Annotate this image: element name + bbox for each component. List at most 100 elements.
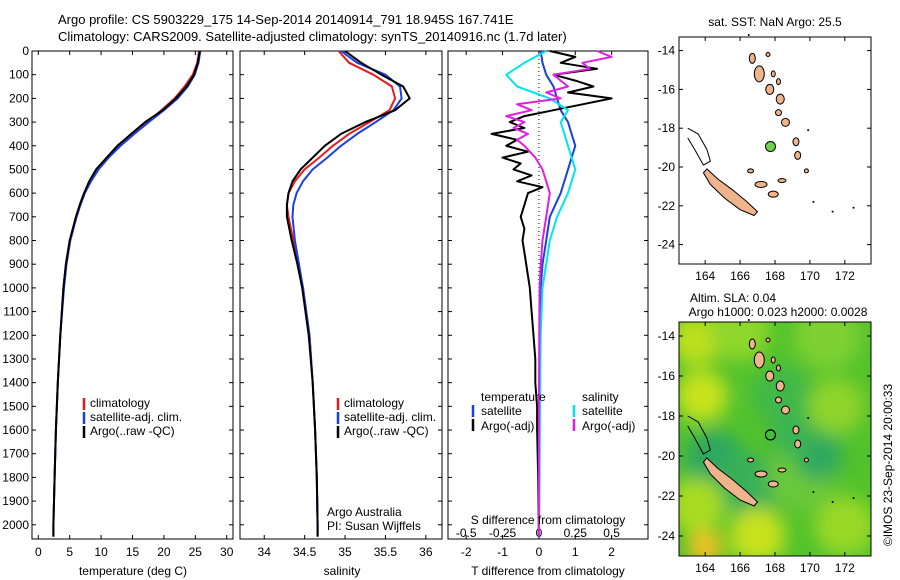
x-tick-label: 36 bbox=[419, 545, 433, 559]
x-tick-label: 10 bbox=[94, 545, 108, 559]
x-tick-label: -1 bbox=[497, 545, 508, 559]
series-line-2 bbox=[285, 50, 411, 537]
s-tick-label: 0.25 bbox=[564, 526, 588, 540]
annotation-pi: PI: Susan Wijffels bbox=[327, 519, 421, 533]
x-tick-label: 35 bbox=[338, 545, 352, 559]
y-tick-label: 0 bbox=[22, 44, 29, 58]
x-tick-label: 25 bbox=[189, 545, 203, 559]
y-tick-label: 100 bbox=[9, 68, 29, 82]
map-y-tick-label: -18 bbox=[658, 409, 676, 423]
sla-blob bbox=[679, 370, 728, 422]
plot-frame bbox=[447, 50, 649, 540]
sla-field bbox=[679, 322, 871, 556]
legend-climatology: climatology bbox=[90, 396, 150, 410]
sla-blob bbox=[808, 378, 865, 434]
map-y-tick-label: -20 bbox=[658, 160, 676, 174]
s-tick-label: -0.5 bbox=[456, 526, 477, 540]
vanuatu-island bbox=[765, 83, 775, 95]
argo-position-marker bbox=[764, 429, 777, 441]
x-tick-label: 35.5 bbox=[374, 545, 398, 559]
imos-side-label: ©IMOS 23-Sep-2014 20:00:33 bbox=[881, 384, 895, 547]
x-tick-label: 30 bbox=[220, 545, 234, 559]
legend-salinity-title: salinity bbox=[582, 390, 619, 404]
map-y-tick-label: -14 bbox=[658, 44, 676, 58]
sla-blob bbox=[679, 478, 725, 534]
legend-t-satellite: satellite bbox=[481, 404, 522, 418]
y-tick-label: 1100 bbox=[3, 305, 29, 319]
map-x-tick-label: 164 bbox=[695, 269, 715, 283]
x-tick-label: 2 bbox=[608, 545, 615, 559]
sla-map-title-1: Altim. SLA: 0.04 bbox=[690, 291, 776, 305]
map-x-tick-label: 172 bbox=[835, 561, 855, 575]
vanuatu-island bbox=[753, 351, 765, 369]
vanuatu-island bbox=[775, 364, 781, 372]
s-difference-label: S difference from climatology bbox=[471, 513, 626, 527]
map-x-tick-label: 164 bbox=[695, 561, 715, 575]
legend-argo: Argo(..raw -QC) bbox=[344, 424, 429, 438]
vanuatu-island bbox=[775, 380, 785, 392]
vanuatu-island bbox=[774, 109, 782, 117]
legend-climatology: climatology bbox=[344, 396, 404, 410]
legend-s-satellite: satellite bbox=[582, 404, 623, 418]
reef-outline bbox=[687, 415, 711, 455]
loyalty-island bbox=[747, 457, 755, 463]
islet bbox=[807, 417, 810, 419]
map-y-tick-label: -16 bbox=[658, 369, 676, 383]
legend-temperature-title: temperature bbox=[481, 390, 546, 404]
vanuatu-island bbox=[765, 51, 771, 57]
loyalty-island bbox=[777, 467, 787, 473]
y-tick-label: 1000 bbox=[2, 281, 29, 295]
annotation-argo-australia: Argo Australia bbox=[327, 505, 402, 519]
vanuatu-island bbox=[803, 168, 809, 174]
loyalty-island bbox=[747, 168, 755, 174]
vanuatu-island bbox=[770, 70, 776, 78]
y-tick-label: 600 bbox=[9, 186, 29, 200]
y-tick-label: 1200 bbox=[2, 328, 29, 342]
map-y-tick-label: -24 bbox=[658, 529, 676, 543]
sla-blob bbox=[710, 322, 771, 362]
y-tick-label: 800 bbox=[9, 234, 29, 248]
islet bbox=[831, 501, 834, 503]
y-tick-label: 1300 bbox=[2, 352, 29, 366]
map-x-tick-label: 166 bbox=[730, 561, 750, 575]
vanuatu-island bbox=[765, 337, 771, 343]
loyalty-island bbox=[767, 190, 779, 198]
map-y-tick-label: -16 bbox=[658, 82, 676, 96]
vanuatu-island bbox=[792, 425, 800, 435]
sst-map: 164 166 168 170 172 -14 -16 -18 -20 -22 -24 bbox=[658, 34, 872, 283]
series-line-2 bbox=[52, 50, 201, 537]
series-line-1 bbox=[490, 50, 613, 537]
vanuatu-island bbox=[775, 93, 785, 105]
vanuatu-island bbox=[780, 117, 790, 127]
loyalty-island bbox=[777, 178, 787, 184]
new-caledonia-land bbox=[702, 457, 759, 507]
y-tick-label: 300 bbox=[9, 115, 29, 129]
y-tick-label: 200 bbox=[9, 91, 29, 105]
series-line-2 bbox=[505, 50, 577, 537]
y-tick-label: 1900 bbox=[2, 494, 29, 508]
y-tick-label: 2000 bbox=[2, 518, 29, 532]
legend-satellite-adj: satellite-adj. clim. bbox=[90, 410, 182, 424]
difference-panel: -2 -1 0 1 2-0.5 -0.25 0 0.25 0.5 bbox=[447, 50, 649, 559]
loyalty-island bbox=[754, 470, 768, 478]
legend-s-argo: Argo(-adj) bbox=[582, 419, 635, 433]
x-tick-label: 34.5 bbox=[293, 545, 317, 559]
vanuatu-island bbox=[792, 137, 800, 147]
y-tick-label: 900 bbox=[9, 257, 29, 271]
islet bbox=[812, 200, 815, 203]
legend-satellite-adj: satellite-adj. clim. bbox=[344, 410, 436, 424]
sla-blob bbox=[729, 508, 786, 556]
y-tick-label: 1700 bbox=[2, 447, 29, 461]
islet bbox=[747, 319, 750, 321]
reef-outline bbox=[687, 127, 711, 166]
map-y-tick-label: -20 bbox=[658, 449, 676, 463]
sla-blob bbox=[814, 496, 871, 556]
legend-t-argo: Argo(-adj) bbox=[481, 419, 534, 433]
sla-blob bbox=[687, 530, 724, 556]
x-tick-label: 20 bbox=[157, 545, 171, 559]
sla-blob bbox=[770, 414, 815, 458]
plot-frame bbox=[239, 50, 443, 540]
map-y-tick-label: -18 bbox=[658, 121, 676, 135]
x-tick-label: 1 bbox=[572, 545, 579, 559]
